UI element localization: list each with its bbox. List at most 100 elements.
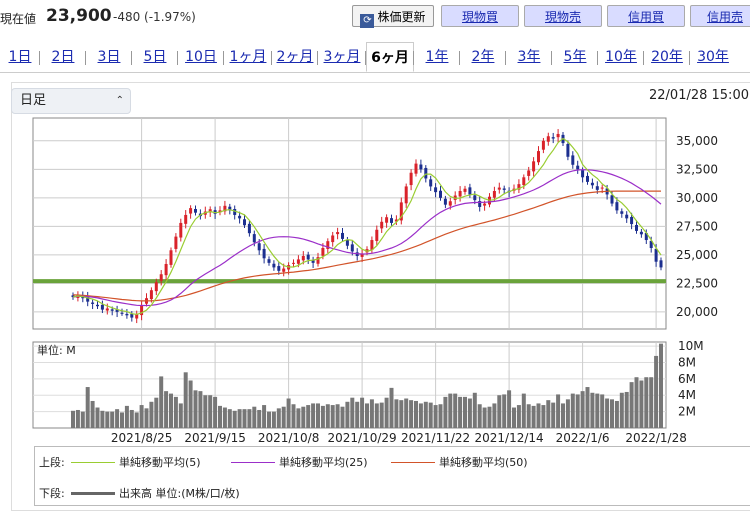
candle-body [522,177,526,186]
volume-bar [149,401,154,428]
volume-bar [389,387,394,428]
volume-bar [345,401,350,428]
volume-bar [634,377,639,428]
volume-bar [649,377,654,428]
candle-body [350,244,354,252]
buy-spot-button[interactable]: 現物買 [441,5,519,27]
candle-body [419,164,423,170]
tab-12[interactable]: 5年 [563,49,587,65]
tab-9[interactable]: 1年 [425,49,449,65]
candle-body [492,190,496,198]
tab-separator [505,51,506,65]
volume-bar [330,405,335,428]
tab-6[interactable]: 2ヶ月 [276,49,314,65]
buy-margin-button[interactable]: 信用買 [607,5,685,27]
tab-separator [177,51,178,65]
volume-bar [252,406,257,428]
candle-body [517,184,521,190]
candle-body [213,210,217,214]
volume-bar [409,400,414,428]
volume-bar [369,399,374,428]
candle-body [620,211,624,214]
tab-14[interactable]: 20年 [651,49,683,65]
volume-bar [173,396,178,428]
tab-13[interactable]: 10年 [605,49,637,65]
sell-spot-button[interactable]: 現物売 [524,5,602,27]
candle-body [434,187,438,193]
candle-body [635,224,638,231]
tab-0[interactable]: 1日 [8,49,32,65]
x-tick-label: 2021/9/15 [184,431,246,445]
price-tick-label: 35,000 [676,134,718,148]
candle-body [380,221,384,229]
sell-margin-button[interactable]: 信用売 [690,5,750,27]
volume-bar [570,393,575,428]
candle-body [615,202,619,211]
volume-bar [659,343,663,428]
volume-bar [218,405,222,428]
tab-separator [131,51,132,65]
candle-body [189,208,193,214]
refresh-price-button[interactable]: ⟳ 株価更新 [352,5,434,28]
tab-separator [365,51,366,65]
volume-bar [95,407,100,428]
candle-body [184,214,188,224]
volume-bar [213,396,218,428]
volume-bar [75,409,80,428]
candle-body [590,182,594,186]
legend-volume-label: 出来高 単位:(M株/口/枚) [119,487,240,500]
volume-bar [374,403,379,428]
volume-bar [242,409,247,428]
candle-body [233,209,237,215]
volume-bar [516,405,521,428]
volume-bar [561,403,565,428]
tab-10[interactable]: 2年 [471,49,495,65]
volume-bar [164,391,169,428]
volume-bar [404,398,409,428]
candle-body [600,187,604,189]
volume-bar [448,393,453,428]
volume-tick-label: 10M [678,339,704,353]
volume-bar [301,406,306,428]
candle-body [566,144,570,157]
price-label: 現在値 [0,12,37,26]
volume-bar [350,397,355,428]
candle-body [586,175,589,182]
tab-5[interactable]: 1ヶ月 [229,49,267,65]
volume-bar [487,406,492,428]
tab-1[interactable]: 2日 [51,49,75,65]
candle-body [243,219,246,226]
tab-7[interactable]: 3ヶ月 [323,49,361,65]
tab-11[interactable]: 3年 [517,49,541,65]
tab-2[interactable]: 3日 [97,49,121,65]
volume-bar [556,394,561,428]
candle-body [644,232,648,241]
candle-body [228,206,232,211]
volume-bar [203,395,208,428]
tab-separator [223,51,224,65]
volume-bar [193,390,198,428]
tab-separator [317,51,318,65]
tab-3[interactable]: 5日 [143,49,167,65]
tab-8[interactable]: 6ヶ月 [366,42,414,72]
x-tick-label: 2021/11/22 [401,431,470,445]
tab-separator [413,51,414,65]
tab-15[interactable]: 30年 [697,49,729,65]
candle-body [483,203,487,206]
tab-4[interactable]: 10日 [185,49,217,65]
volume-bar [423,401,428,428]
volume-bar [71,410,75,428]
candle-body [223,205,227,212]
candle-body [659,260,663,268]
volume-bar [271,411,276,428]
interval-value: 日足 [20,93,47,108]
candle-body [537,151,540,163]
volume-bar [262,405,267,428]
volume-bar [129,409,134,428]
candle-body [610,195,614,204]
interval-select[interactable]: 日足 ⌃ [11,88,131,114]
x-tick-label: 2021/10/8 [258,431,320,445]
volume-bar [355,401,360,428]
candle-body [331,235,335,243]
